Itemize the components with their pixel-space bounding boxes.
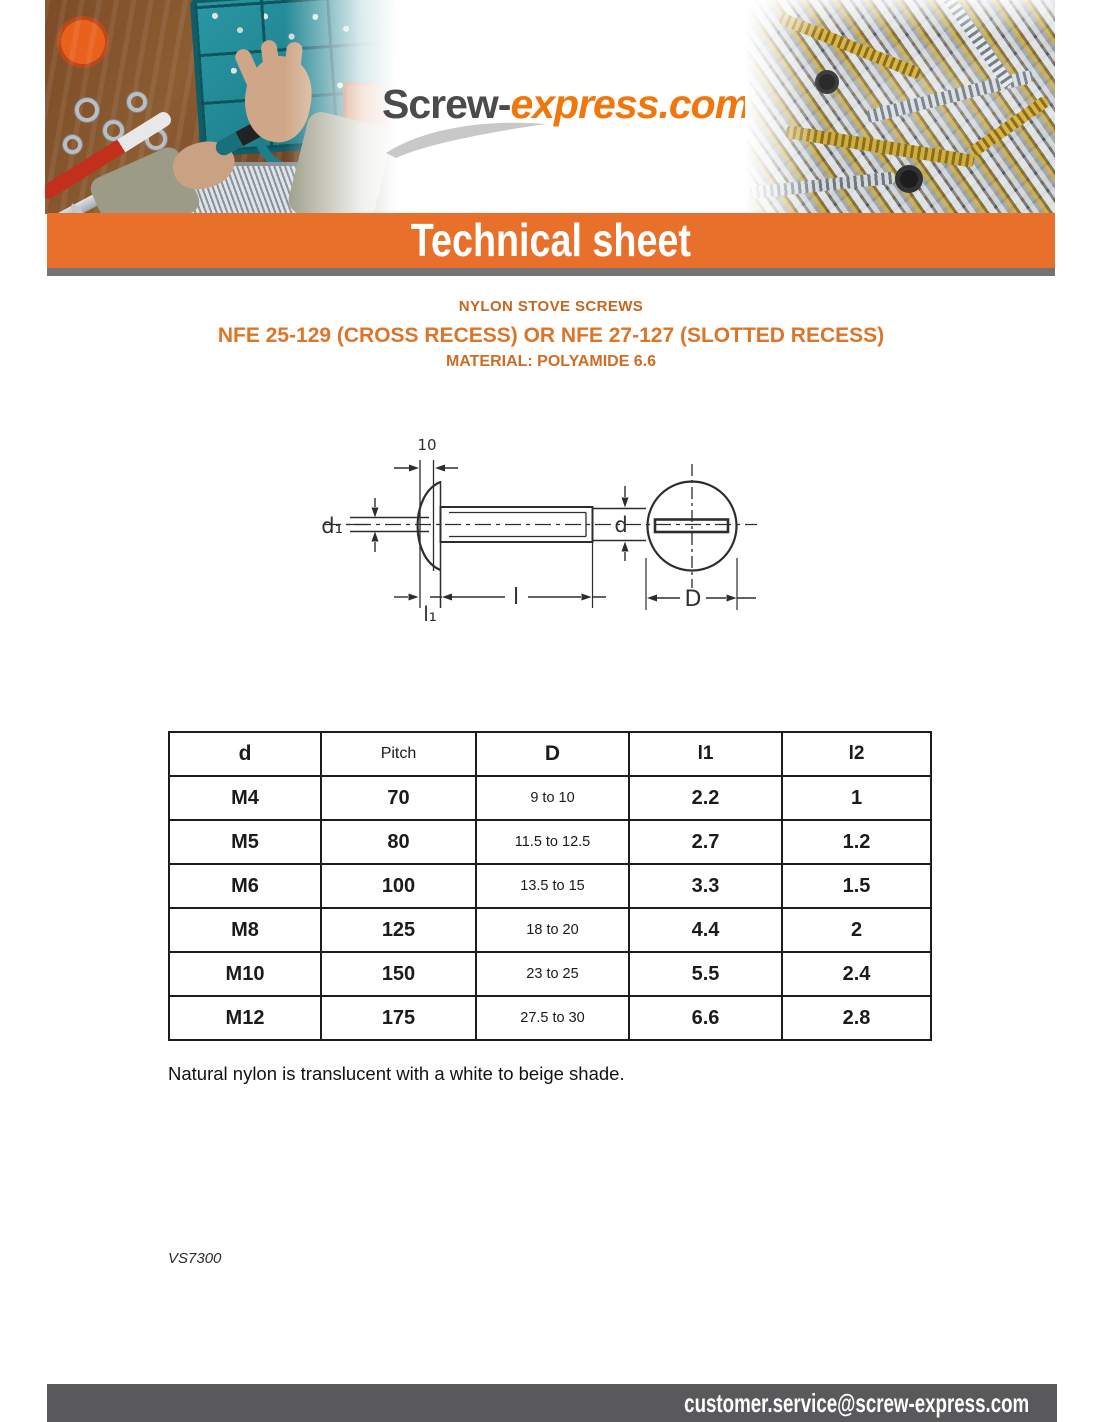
material-note: Natural nylon is translucent with a whit… <box>168 1063 625 1084</box>
cell-l1: 2.7 <box>628 819 783 865</box>
cell-l1: 6.6 <box>628 995 783 1041</box>
screw-express-logo: Screw-express.com <box>382 81 751 158</box>
cell-pitch: 125 <box>320 907 477 953</box>
logo-text-secondary: express.com <box>510 81 750 127</box>
technical-sheet-banner: Technical sheet <box>47 213 1055 268</box>
cell-l1: 4.4 <box>628 907 783 953</box>
footer-contact-bar: customer.service@screw-express.com <box>47 1384 1057 1422</box>
cell-D: 23 to 25 <box>475 951 630 997</box>
cell-D: 11.5 to 12.5 <box>475 819 630 865</box>
screw-technical-drawing: 10 d₁ l₁ l d D <box>321 436 757 626</box>
table-row: M10 150 23 to 25 5.5 2.4 <box>168 951 932 997</box>
logo-text-primary: Screw- <box>382 81 511 127</box>
table-row: M12 175 27.5 to 30 6.6 2.8 <box>168 995 932 1041</box>
material-title: MATERIAL: POLYAMIDE 6.6 <box>445 353 657 370</box>
screw-shank-end <box>592 507 646 542</box>
screw-pile-photo <box>745 0 1055 214</box>
cell-l1: 5.5 <box>628 951 783 997</box>
cell-D: 9 to 10 <box>475 775 630 821</box>
cell-D: 27.5 to 30 <box>475 995 630 1041</box>
col-header-D: D <box>475 731 630 777</box>
cell-l1: 2.2 <box>628 775 783 821</box>
workbench-photo <box>45 0 397 214</box>
cell-d: M10 <box>168 951 322 997</box>
dim-label-d1: d₁ <box>321 514 343 538</box>
cell-pitch: 80 <box>320 819 477 865</box>
cell-d: M5 <box>168 819 322 865</box>
col-header-d: d <box>168 731 322 777</box>
slot-side-lines <box>350 516 429 533</box>
dim-label-l: l <box>513 585 519 610</box>
banner-title: Technical sheet <box>410 214 692 266</box>
cell-pitch: 100 <box>320 863 477 909</box>
cell-l2: 2 <box>781 907 932 953</box>
contact-email: customer.service@screw-express.com <box>683 1388 1029 1418</box>
photo-fade <box>45 0 397 214</box>
cell-l2: 1.2 <box>781 819 932 865</box>
col-header-l1: l1 <box>628 731 783 777</box>
standard-title: NFE 25-129 (CROSS RECESS) OR NFE 27-127 … <box>217 324 885 347</box>
cell-D: 13.5 to 15 <box>475 863 630 909</box>
cell-d: M8 <box>168 907 322 953</box>
cell-d: M4 <box>168 775 322 821</box>
dim-label-D: D <box>685 587 702 612</box>
col-header-pitch: Pitch <box>320 731 477 777</box>
dim-label-l1: l₁ <box>423 602 437 626</box>
banner-underline <box>47 268 1055 276</box>
svg-text:Screw-express.com: Screw-express.com <box>382 81 750 127</box>
table-header-row: d Pitch D l1 l2 <box>168 731 932 777</box>
table-row: M8 125 18 to 20 4.4 2 <box>168 907 932 953</box>
table-row: M6 100 13.5 to 15 3.3 1.5 <box>168 863 932 909</box>
table-row: M4 70 9 to 10 2.2 1 <box>168 775 932 821</box>
table-row: M5 80 11.5 to 12.5 2.7 1.2 <box>168 819 932 865</box>
reference-code: VS7300 <box>168 1250 222 1267</box>
logo-swoosh <box>386 122 546 158</box>
cell-l2: 1 <box>781 775 932 821</box>
product-title: NYLON STOVE SCREWS <box>458 298 644 315</box>
col-header-l2: l2 <box>781 731 932 777</box>
document-titles: NYLON STOVE SCREWS NFE 25-129 (CROSS REC… <box>47 298 1055 371</box>
cell-l1: 3.3 <box>628 863 783 909</box>
cell-l2: 1.5 <box>781 863 932 909</box>
dimensions-table: d Pitch D l1 l2 M4 70 9 to 10 2.2 1 M5 8… <box>168 731 932 1041</box>
cell-d: M12 <box>168 995 322 1041</box>
slot-front-view <box>653 518 730 534</box>
cell-l2: 2.8 <box>781 995 932 1041</box>
cell-pitch: 150 <box>320 951 477 997</box>
screw-shaft-outline <box>439 506 594 543</box>
cell-d: M6 <box>168 863 322 909</box>
dim-label-head-width: 10 <box>417 436 436 454</box>
cell-D: 18 to 20 <box>475 907 630 953</box>
cell-l2: 2.4 <box>781 951 932 997</box>
screw-head-outline <box>416 480 441 572</box>
cell-pitch: 175 <box>320 995 477 1041</box>
dim-label-d: d <box>614 513 627 537</box>
cell-pitch: 70 <box>320 775 477 821</box>
photo-fade <box>745 0 1055 214</box>
